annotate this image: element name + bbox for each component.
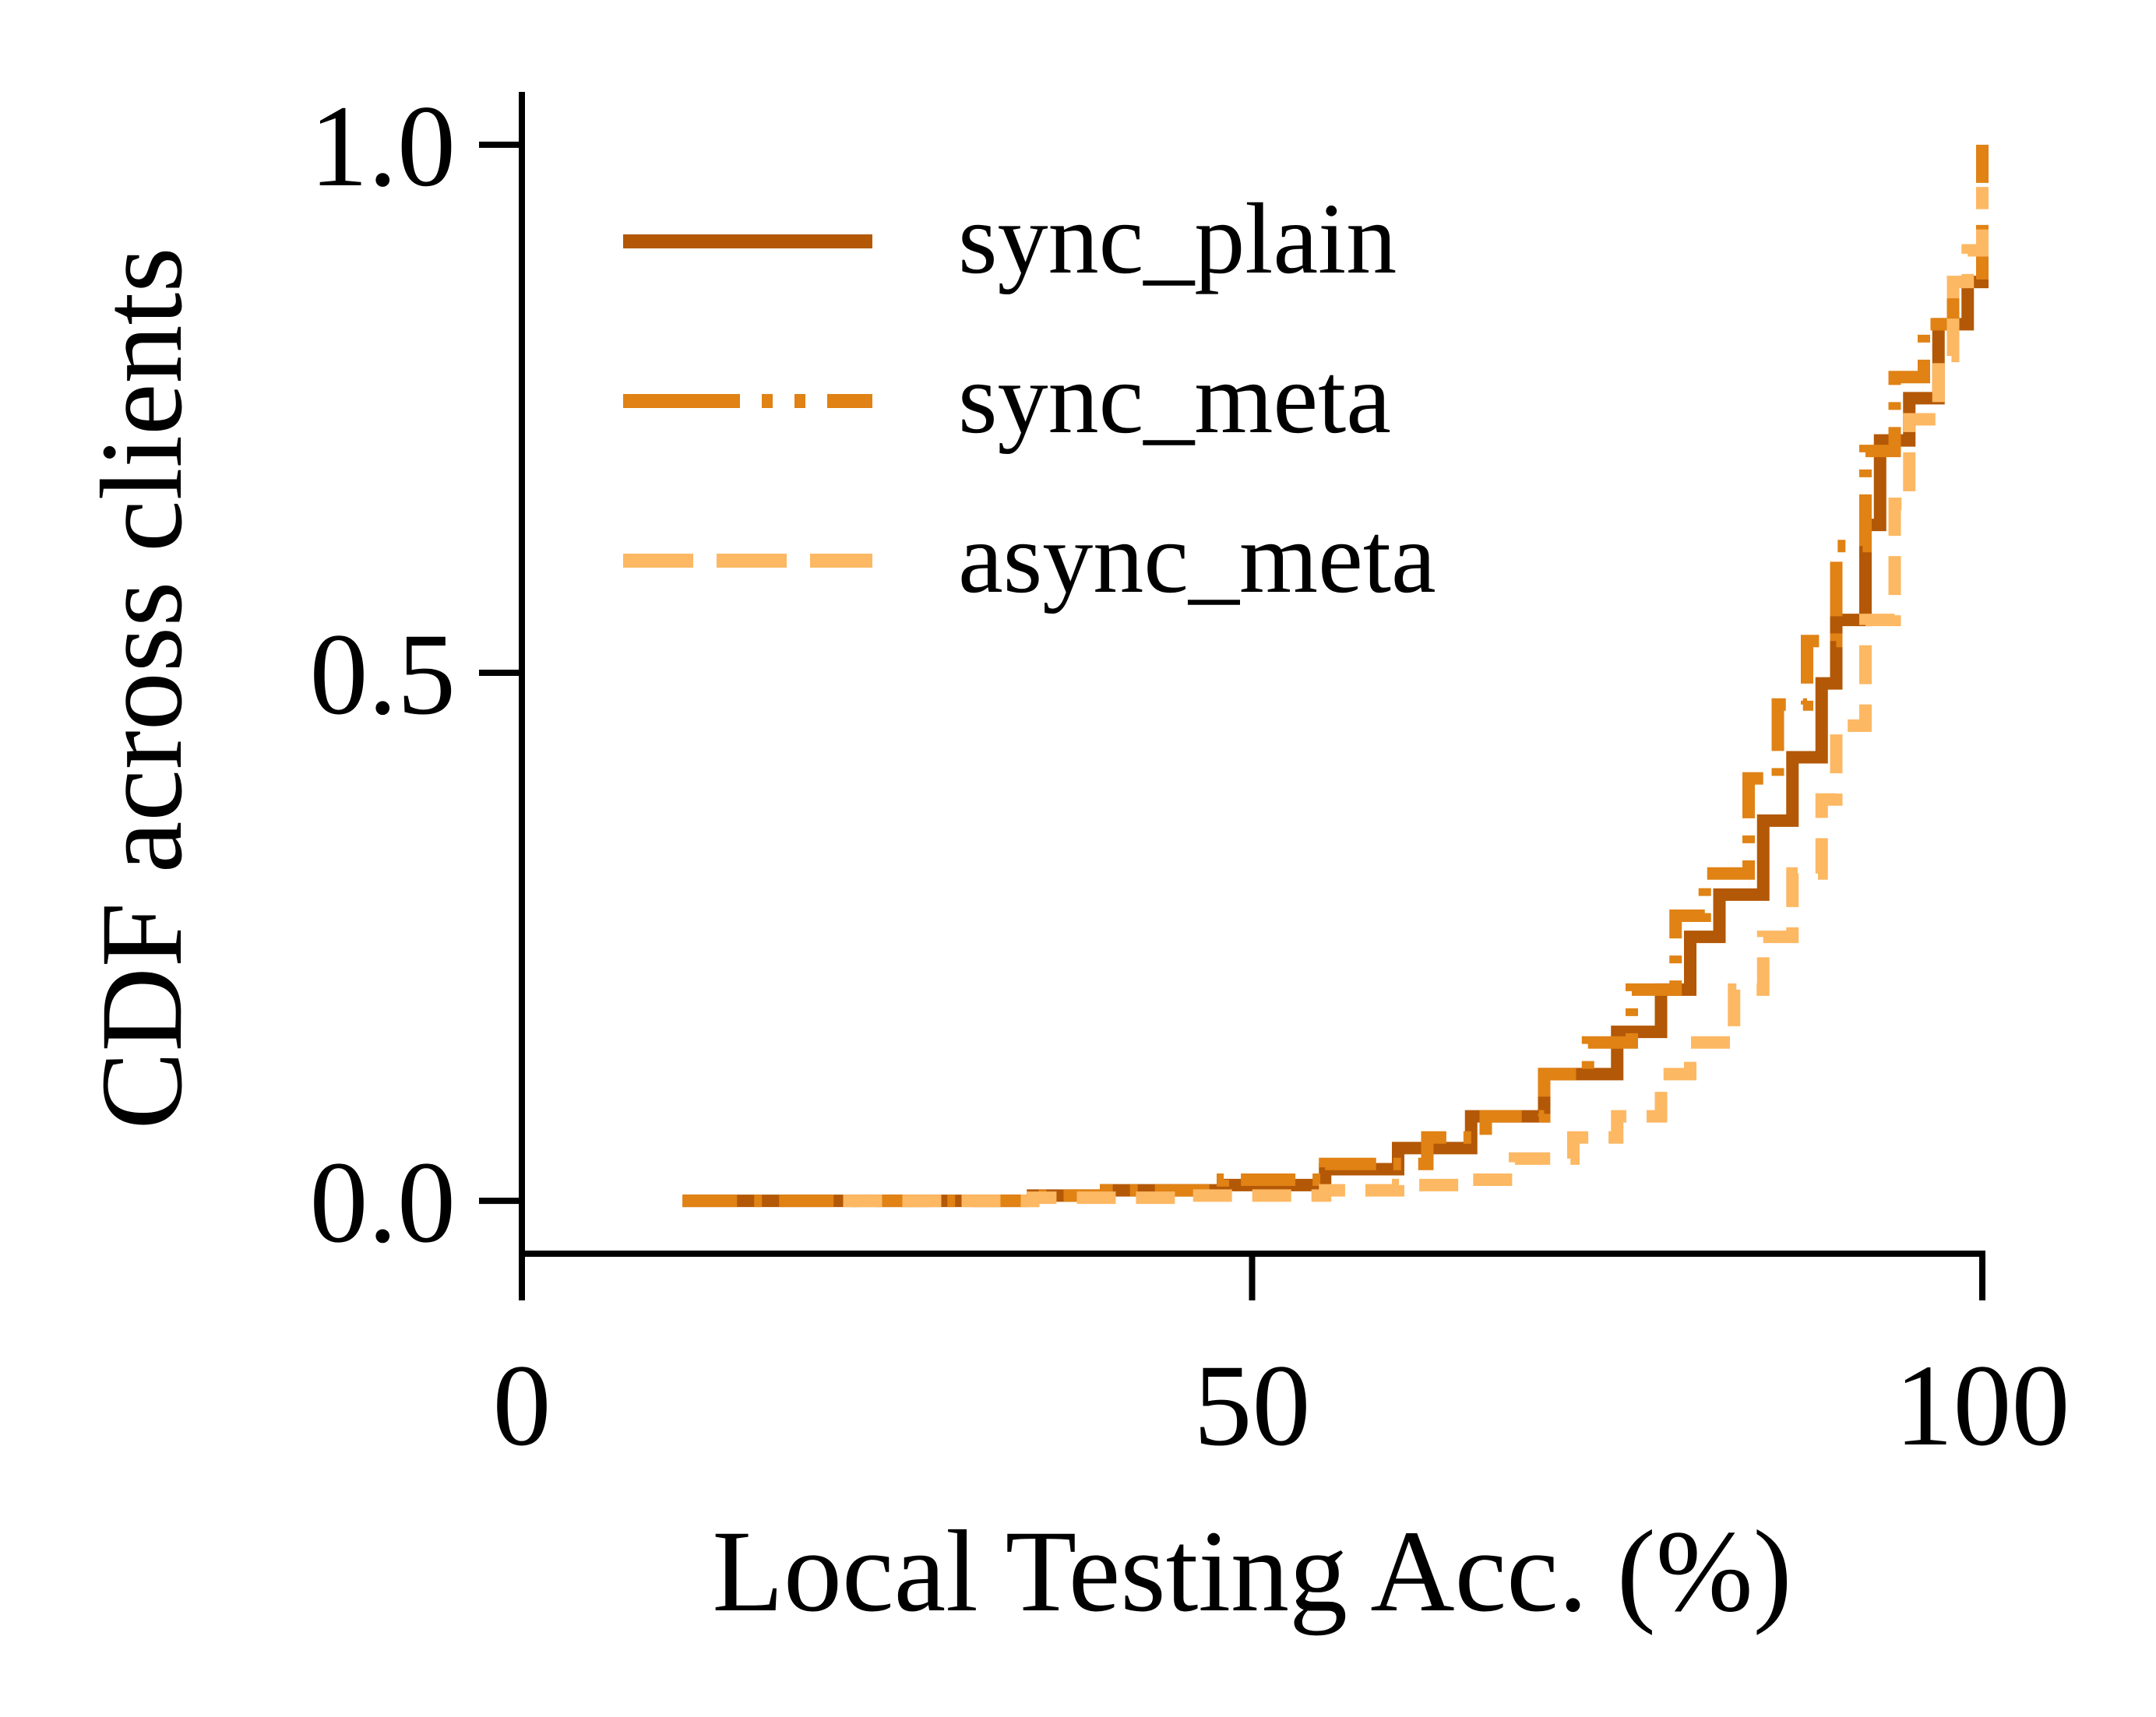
y-tick-label: 1.0 bbox=[310, 82, 456, 211]
legend: sync_plain sync_meta async_meta bbox=[623, 183, 1436, 614]
x-tick-label: 0 bbox=[493, 1341, 551, 1470]
x-tick-label: 100 bbox=[1895, 1341, 2070, 1470]
x-axis-title: Local Testing Acc. (%) bbox=[712, 1507, 1791, 1636]
y-axis-title: CDF across clients bbox=[77, 247, 206, 1129]
ticks-layer: 0 50 100 0.0 0.5 1.0 bbox=[310, 82, 2070, 1470]
y-tick-label: 0.0 bbox=[310, 1138, 456, 1267]
x-tick-label: 50 bbox=[1194, 1341, 1311, 1470]
legend-label-sync-plain: sync_plain bbox=[958, 183, 1397, 295]
series-line-async-meta bbox=[843, 187, 1989, 1208]
series-line-sync-meta bbox=[682, 144, 1989, 1208]
y-tick-label: 0.5 bbox=[310, 610, 456, 739]
series-line-sync-plain bbox=[682, 271, 1989, 1208]
legend-label-async-meta: async_meta bbox=[958, 502, 1436, 614]
legend-label-sync-meta: sync_meta bbox=[958, 343, 1391, 455]
series-layer bbox=[682, 144, 1989, 1208]
